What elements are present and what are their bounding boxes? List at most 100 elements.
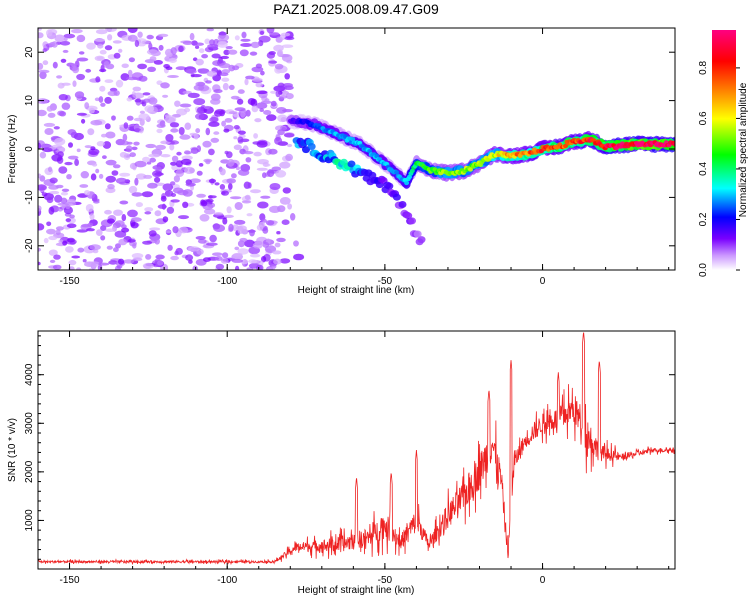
heatmap-cell	[87, 128, 95, 136]
heatmap-cell	[104, 79, 114, 83]
heatmap-cell	[245, 157, 252, 163]
heatmap-cell	[243, 151, 254, 155]
heatmap-cell	[222, 252, 229, 259]
heatmap-cell	[127, 28, 138, 33]
heatmap-cell	[232, 65, 240, 71]
heatmap-cell	[68, 259, 77, 266]
heatmap-cell	[408, 217, 416, 225]
heatmap-cell	[62, 240, 68, 246]
heatmap-cell	[113, 209, 123, 216]
heatmap-cell	[113, 247, 119, 253]
heatmap-cell	[113, 90, 120, 96]
heatmap-cell	[132, 86, 142, 92]
heatmap-cell	[60, 197, 68, 204]
heatmap-cell	[174, 250, 179, 256]
heatmap-cell	[170, 128, 179, 133]
heatmap-cell	[46, 196, 54, 204]
heatmap-cell	[119, 200, 129, 205]
heatmap-cell	[269, 205, 281, 213]
heatmap-cell	[138, 126, 144, 134]
heatmap-cell	[137, 31, 143, 38]
heatmap-cell	[54, 137, 66, 146]
heatmap-cell	[162, 183, 174, 192]
x-tick-label: -150	[60, 276, 80, 287]
heatmap-cell	[118, 48, 123, 53]
heatmap-cell	[71, 63, 77, 68]
heatmap-cell	[268, 60, 278, 64]
heatmap-cell	[57, 151, 64, 158]
heatmap-cell	[253, 133, 258, 139]
heatmap-cell	[281, 54, 293, 62]
heatmap-cell	[182, 90, 192, 95]
heatmap-cell	[234, 202, 243, 210]
heatmap-cell	[263, 110, 272, 115]
heatmap-cell	[152, 170, 163, 178]
heatmap-cell	[106, 245, 113, 250]
heatmap-cell	[175, 66, 187, 71]
heatmap-cell	[234, 219, 246, 225]
heatmap-cell	[198, 163, 204, 167]
heatmap-cell	[141, 191, 154, 198]
heatmap-cell	[189, 132, 198, 136]
heatmap-cell	[237, 130, 246, 135]
heatmap-cell	[144, 211, 152, 215]
y-tick-label: 4000	[24, 363, 35, 386]
heatmap-cell	[115, 177, 128, 184]
heatmap-cell	[127, 34, 138, 42]
heatmap-cell	[82, 259, 87, 263]
heatmap-cell	[197, 68, 203, 73]
heatmap-cell	[385, 182, 394, 190]
heatmap-cell	[251, 66, 264, 73]
heatmap-cell	[281, 44, 294, 48]
heatmap-cell	[153, 60, 163, 65]
heatmap-cell	[119, 151, 127, 158]
heatmap-cell	[184, 166, 195, 174]
heatmap-cell	[195, 236, 206, 240]
heatmap-cell	[105, 131, 116, 139]
heatmap-cell	[67, 155, 79, 160]
heatmap-cell	[89, 244, 101, 251]
heatmap-cell	[39, 151, 47, 159]
heatmap-cell	[307, 143, 316, 150]
heatmap-cell	[184, 122, 192, 130]
colorbar-tick-label: 0.2	[698, 212, 709, 226]
heatmap-cell	[240, 111, 246, 118]
heatmap-cell	[144, 105, 155, 113]
heatmap-cell	[95, 168, 100, 174]
heatmap-cell	[43, 122, 56, 127]
heatmap-cell	[41, 147, 53, 152]
heatmap-cell	[46, 105, 54, 112]
heatmap-cell	[223, 214, 234, 218]
heatmap-cell	[214, 182, 220, 186]
heatmap-cell	[260, 70, 265, 76]
heatmap-cell	[234, 246, 240, 251]
heatmap-cell	[231, 258, 244, 263]
heatmap-cell	[85, 68, 92, 73]
heatmap-cell	[270, 90, 278, 94]
heatmap-cell	[185, 182, 196, 187]
heatmap-cell	[71, 29, 83, 34]
heatmap-cell	[74, 91, 85, 99]
heatmap-cell	[105, 28, 117, 32]
heatmap-cell	[239, 49, 249, 57]
heatmap-cell	[211, 53, 221, 59]
heatmap-cell	[398, 201, 407, 208]
heatmap-cell	[148, 97, 158, 105]
heatmap-cell	[61, 188, 70, 192]
snr-xlabel: Height of straight line (km)	[298, 585, 415, 596]
heatmap-cell	[65, 204, 71, 210]
heatmap-cell	[160, 154, 171, 158]
heatmap-cell	[203, 105, 210, 110]
heatmap-cell	[264, 245, 277, 254]
heatmap-cell	[96, 229, 103, 237]
heatmap-cell	[170, 181, 176, 186]
heatmap-cell	[44, 128, 54, 135]
heatmap-cell	[84, 145, 92, 149]
heatmap-cell	[222, 82, 229, 91]
heatmap-cell	[38, 223, 45, 231]
heatmap-cell	[104, 123, 111, 130]
heatmap-cell	[160, 195, 167, 202]
heatmap-cell	[133, 141, 140, 146]
heatmap-cell	[43, 237, 49, 244]
